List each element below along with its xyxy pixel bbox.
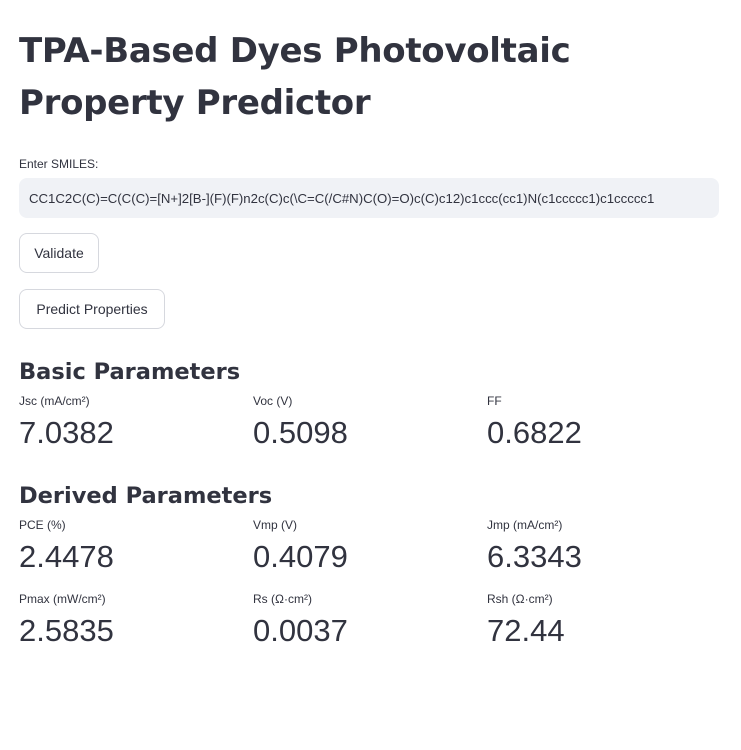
- metric-ff: FF 0.6822: [487, 393, 721, 453]
- basic-metrics-row: Jsc (mA/cm²) 7.0382 Voc (V) 0.5098 FF 0.…: [19, 393, 721, 453]
- metric-label: Jmp (mA/cm²): [487, 518, 563, 532]
- metric-pce: PCE (%) 2.4478: [19, 517, 253, 577]
- derived-parameters-heading: Derived Parameters: [19, 483, 273, 509]
- predict-properties-button[interactable]: Predict Properties: [19, 289, 165, 329]
- metric-label: Rsh (Ω·cm²): [487, 592, 553, 606]
- metric-value: 6.3343: [487, 539, 582, 574]
- metric-voc: Voc (V) 0.5098: [253, 393, 487, 453]
- metric-label: Jsc (mA/cm²): [19, 394, 90, 408]
- metric-jsc: Jsc (mA/cm²) 7.0382: [19, 393, 253, 453]
- metric-value: 7.0382: [19, 415, 114, 450]
- metric-value: 2.4478: [19, 539, 114, 574]
- metric-vmp: Vmp (V) 0.4079: [253, 517, 487, 577]
- metric-value: 0.0037: [253, 613, 348, 648]
- title-line-1: TPA-Based Dyes Photovoltaic: [19, 31, 571, 71]
- metric-value: 0.5098: [253, 415, 348, 450]
- derived-metrics-row-1: PCE (%) 2.4478 Vmp (V) 0.4079 Jmp (mA/cm…: [19, 517, 721, 577]
- metric-label: Pmax (mW/cm²): [19, 592, 106, 606]
- metric-label: PCE (%): [19, 518, 66, 532]
- metric-label: Vmp (V): [253, 518, 298, 532]
- smiles-input[interactable]: [19, 178, 719, 218]
- smiles-input-label: Enter SMILES:: [19, 157, 99, 171]
- derived-metrics-row-2: Pmax (mW/cm²) 2.5835 Rs (Ω·cm²) 0.0037 R…: [19, 591, 721, 651]
- title-line-2: Property Predictor: [19, 83, 371, 123]
- metric-jmp: Jmp (mA/cm²) 6.3343: [487, 517, 721, 577]
- basic-parameters-heading: Basic Parameters: [19, 359, 241, 385]
- metric-value: 2.5835: [19, 613, 114, 648]
- metric-rsh: Rsh (Ω·cm²) 72.44: [487, 591, 721, 651]
- metric-label: Voc (V): [253, 394, 293, 408]
- metric-label: Rs (Ω·cm²): [253, 592, 312, 606]
- app-main: TPA-Based Dyes Photovoltaic Property Pre…: [19, 0, 721, 651]
- page-title: TPA-Based Dyes Photovoltaic Property Pre…: [19, 0, 721, 129]
- validate-button[interactable]: Validate: [19, 233, 99, 273]
- metric-rs: Rs (Ω·cm²) 0.0037: [253, 591, 487, 651]
- metric-label: FF: [487, 394, 502, 408]
- metric-pmax: Pmax (mW/cm²) 2.5835: [19, 591, 253, 651]
- metric-value: 0.4079: [253, 539, 348, 574]
- metric-value: 72.44: [487, 613, 565, 648]
- metric-value: 0.6822: [487, 415, 582, 450]
